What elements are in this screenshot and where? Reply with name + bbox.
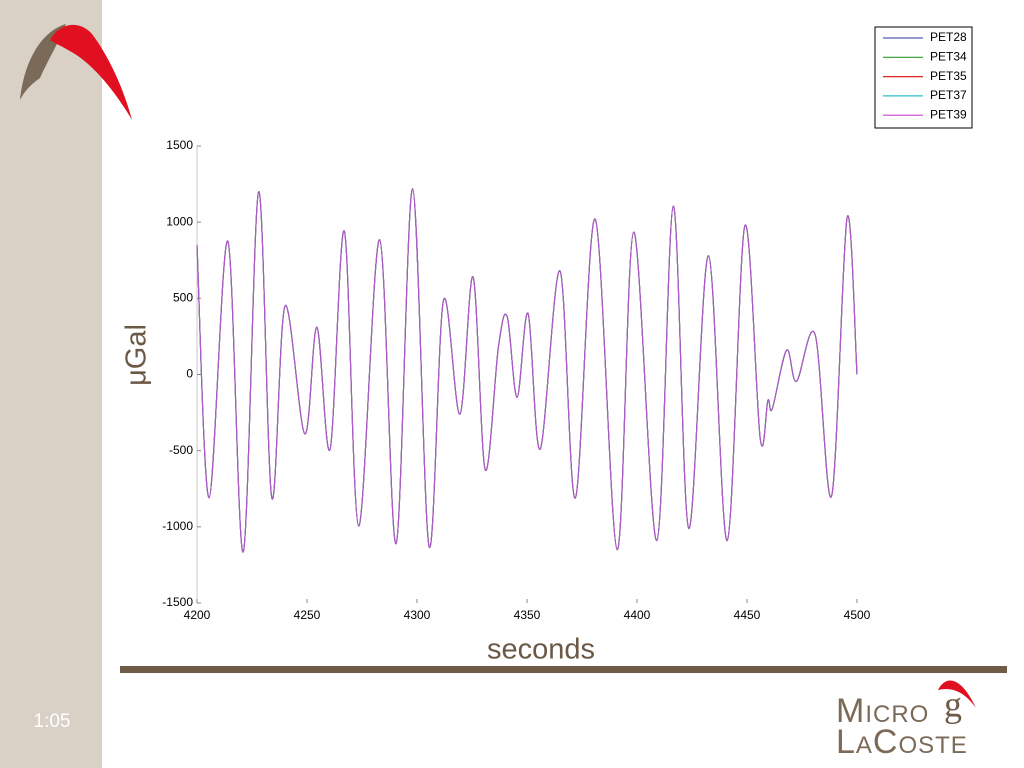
side-panel (0, 0, 102, 768)
x-tick-label: 4200 (184, 608, 211, 622)
series-line (196, 188, 858, 553)
logo-mark-swoosh (938, 680, 976, 708)
x-tick-label: 4250 (294, 608, 321, 622)
legend-label: PET39 (930, 107, 967, 121)
divider-bar (120, 666, 1007, 673)
x-tick-label: 4350 (514, 608, 541, 622)
x-tick-label: 4500 (844, 608, 871, 622)
y-axis-label: μGal (121, 324, 153, 386)
x-tick-label: 4400 (624, 608, 651, 622)
x-tick-label: 4300 (404, 608, 431, 622)
logo-text-1: Micro (836, 692, 929, 730)
logo-swoosh-red (50, 24, 132, 120)
x-axis-label: seconds (487, 634, 595, 666)
y-tick-label: -1500 (162, 595, 193, 609)
legend: PET28 PET34 PET35 PET37 PET39 (874, 26, 973, 129)
y-tick-label: 1500 (166, 138, 193, 152)
legend-label: PET37 (930, 88, 967, 102)
y-tick-label: 0 (186, 367, 193, 381)
y-tick-label: 1000 (166, 214, 193, 228)
x-tick-label: 4450 (734, 608, 761, 622)
y-tick-label: 500 (173, 291, 193, 305)
legend-label: PET35 (930, 69, 967, 83)
slide-time: 1:05 (34, 711, 71, 732)
logo-mark: g (944, 684, 962, 724)
legend-box (874, 26, 973, 129)
plot: -1500 -1000 -500 0 500 1000 1500 4200 4250 4300 43… (162, 138, 870, 622)
logo-text-2: LaCoste (836, 723, 968, 761)
legend-label: PET28 (930, 30, 967, 44)
logo-swoosh-brown (20, 24, 66, 100)
y-tick-label: -1000 (162, 519, 193, 533)
y-tick-label: -500 (169, 443, 193, 457)
legend-label: PET34 (930, 49, 967, 63)
